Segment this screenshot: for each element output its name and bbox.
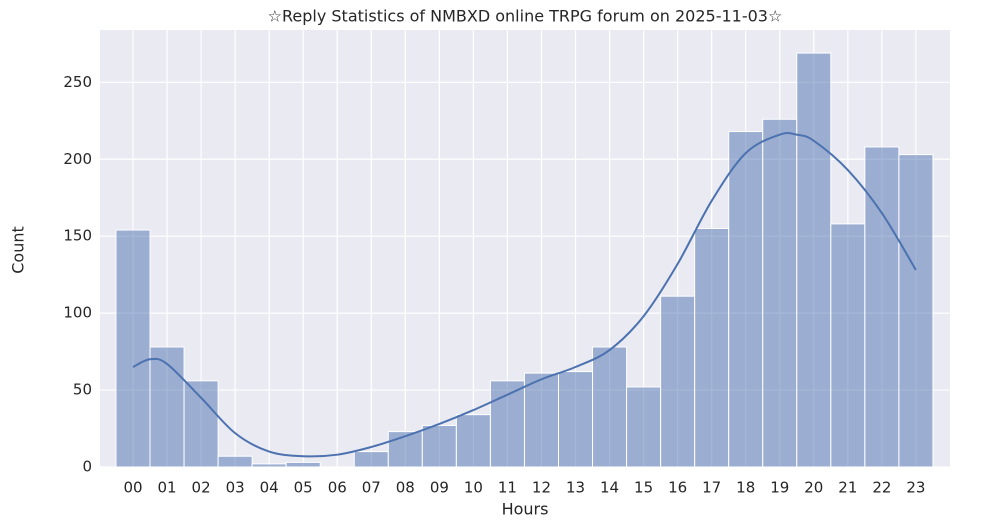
x-tick-label: 03	[226, 479, 245, 497]
x-tick-label: 12	[532, 479, 551, 497]
bar	[455, 414, 491, 468]
bar	[558, 371, 594, 468]
x-tick-label: 22	[872, 479, 891, 497]
x-tick-label: 00	[123, 479, 142, 497]
bar	[183, 380, 219, 468]
x-tick-label: 14	[600, 479, 619, 497]
kde-line	[132, 132, 917, 458]
bar	[115, 229, 151, 468]
x-tick-label: 04	[260, 479, 279, 497]
x-tick-label: 18	[736, 479, 755, 497]
x-tick-label: 11	[498, 479, 517, 497]
x-tick-label: 13	[566, 479, 585, 497]
y-tick-label: 150	[63, 227, 92, 245]
x-tick-label: 17	[702, 479, 721, 497]
x-tick-label: 08	[396, 479, 415, 497]
x-tick-label: 23	[906, 479, 925, 497]
bar	[523, 372, 560, 468]
x-axis-label: Hours	[502, 500, 549, 519]
bar	[796, 52, 832, 468]
bar	[898, 154, 934, 468]
bar	[762, 118, 798, 468]
bar	[830, 223, 866, 468]
bar	[660, 295, 696, 468]
x-tick-label: 02	[192, 479, 211, 497]
bar	[728, 131, 764, 468]
x-tick-label: 20	[804, 479, 823, 497]
x-tick-label: 19	[770, 479, 789, 497]
x-tick-label: 16	[668, 479, 687, 497]
x-tick-label: 10	[464, 479, 483, 497]
bar	[251, 463, 287, 468]
x-tick-label: 15	[634, 479, 653, 497]
y-tick-label: 50	[73, 381, 92, 399]
x-tick-label: 05	[294, 479, 313, 497]
y-tick-label: 100	[63, 304, 92, 322]
bar	[421, 424, 457, 468]
bar	[626, 386, 662, 468]
y-tick-label: 200	[63, 150, 92, 168]
bar	[285, 461, 321, 468]
y-tick-label: 0	[82, 458, 92, 476]
x-tick-label: 06	[328, 479, 347, 497]
x-tick-label: 01	[157, 479, 176, 497]
x-tick-label: 07	[362, 479, 381, 497]
bar	[353, 451, 389, 468]
bar	[217, 455, 253, 468]
x-tick-label: 09	[430, 479, 449, 497]
y-tick-label: 250	[63, 73, 92, 91]
y-axis-label: Count	[9, 226, 28, 274]
bar	[694, 227, 730, 468]
chart-title: ☆Reply Statistics of NMBXD online TRPG f…	[268, 7, 783, 26]
x-tick-label: 21	[838, 479, 857, 497]
bar	[592, 346, 628, 468]
